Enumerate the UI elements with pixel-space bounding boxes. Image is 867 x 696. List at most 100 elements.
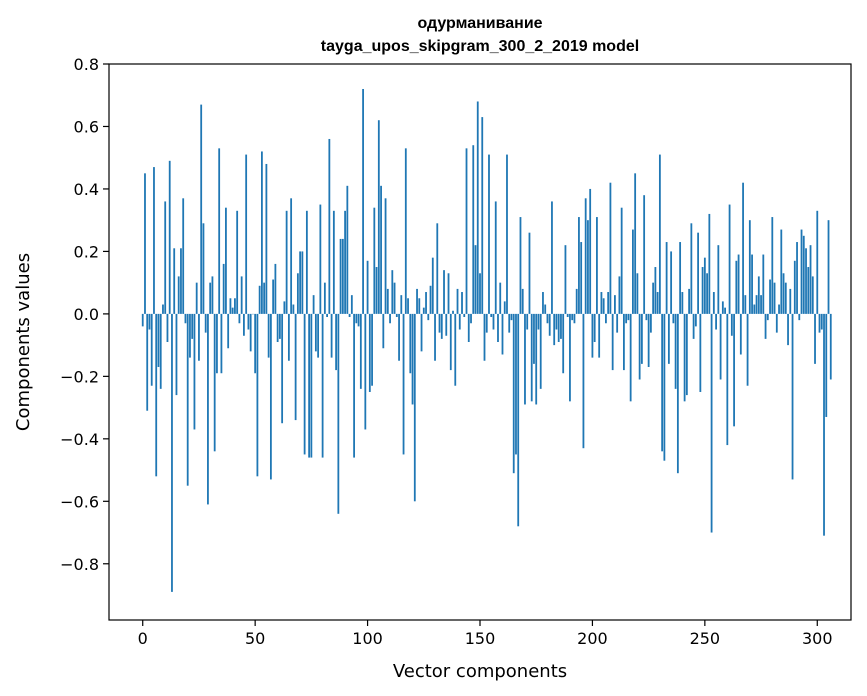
bar [168, 160, 171, 314]
bar [225, 207, 227, 314]
bar [694, 313, 697, 327]
bar [479, 273, 481, 314]
bar [544, 304, 547, 314]
bar [820, 313, 823, 330]
bar [582, 313, 585, 449]
bar [211, 276, 214, 314]
bar [501, 313, 504, 355]
bar [330, 313, 333, 358]
bar [755, 295, 758, 314]
x-axis-label: Vector components [393, 661, 567, 682]
bar [526, 313, 529, 330]
bar [560, 313, 562, 339]
bar [683, 313, 686, 402]
bar [539, 313, 542, 389]
bar [569, 313, 571, 402]
bar [238, 313, 241, 324]
bar [220, 313, 223, 374]
bar [452, 310, 454, 314]
bar [708, 213, 711, 314]
bar [157, 313, 160, 367]
bar [236, 210, 239, 314]
bar [780, 229, 783, 314]
bar [746, 313, 749, 386]
bar [231, 307, 234, 314]
bar [382, 313, 385, 349]
bar [593, 313, 596, 342]
bar [483, 313, 486, 361]
bar [827, 220, 830, 314]
bar [384, 198, 387, 314]
bar [654, 267, 657, 314]
bar [328, 138, 331, 314]
bar [685, 313, 688, 396]
bar [404, 148, 407, 314]
bar [173, 248, 176, 314]
bar [368, 313, 371, 392]
bar [337, 313, 340, 514]
bar [762, 254, 765, 314]
bar [436, 223, 439, 314]
bar [802, 235, 805, 314]
y-tick-label: 0.6 [74, 117, 99, 136]
x-tick-label: 150 [465, 629, 496, 648]
bar [398, 313, 400, 361]
bar [312, 295, 315, 314]
bar [800, 229, 803, 314]
bar [191, 313, 194, 339]
bar [652, 282, 655, 314]
bar [562, 313, 565, 374]
bar [670, 251, 673, 314]
bar [326, 313, 328, 318]
bar [366, 260, 369, 314]
bar [395, 313, 398, 318]
bar [492, 313, 495, 330]
bar [456, 288, 459, 314]
bar [445, 313, 448, 336]
bar [454, 313, 457, 386]
bar [222, 263, 225, 314]
bar [535, 313, 538, 405]
bar [667, 313, 670, 364]
bar [573, 313, 576, 324]
bar [310, 313, 313, 458]
bar [739, 313, 742, 355]
bar [564, 245, 567, 314]
bar [198, 313, 200, 361]
bar [449, 313, 452, 371]
bar [775, 313, 778, 333]
bar [553, 313, 556, 346]
bar [472, 145, 475, 314]
bar [209, 282, 212, 314]
bar [665, 242, 668, 314]
bar [418, 298, 421, 314]
bar [735, 260, 738, 314]
bar [510, 313, 513, 321]
bar [465, 148, 468, 314]
bar [679, 242, 682, 314]
bar [254, 313, 257, 374]
bar [699, 313, 702, 392]
bar [431, 257, 434, 314]
bar [605, 313, 607, 324]
bar [616, 313, 619, 333]
bar [189, 313, 191, 358]
bar [793, 260, 796, 314]
bar [649, 313, 652, 333]
bar [481, 117, 484, 314]
y-axis-ticks: −0.8 −0.6 −0.4 −0.2 0.0 0.2 0.4 0.6 0.8 [60, 55, 109, 574]
bar [488, 154, 490, 314]
bar [598, 313, 601, 358]
bar [380, 185, 382, 314]
bar [524, 313, 526, 405]
bar [748, 220, 751, 314]
x-tick-label: 200 [577, 629, 608, 648]
bar [162, 304, 164, 314]
bar [362, 88, 364, 314]
bar [422, 307, 425, 314]
bar [634, 173, 637, 314]
bar [497, 313, 499, 342]
bar [299, 251, 302, 314]
bar [476, 101, 479, 314]
bar [355, 313, 358, 324]
